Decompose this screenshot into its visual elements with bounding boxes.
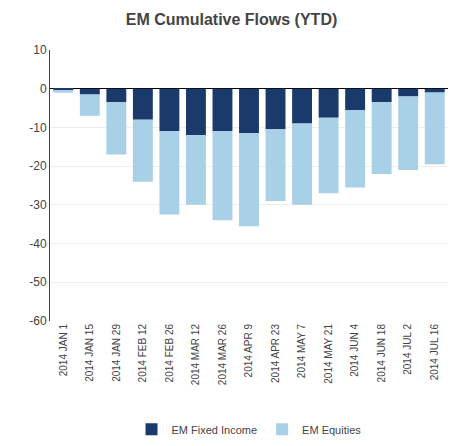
svg-text:-40: -40 [29,237,47,251]
svg-text:2014 JUL 16: 2014 JUL 16 [429,324,440,381]
svg-text:2014 JAN 1: 2014 JAN 1 [58,324,69,377]
svg-text:-50: -50 [29,275,47,289]
svg-text:2014 APR 23: 2014 APR 23 [270,324,281,383]
svg-text:EM Equities: EM Equities [302,424,361,436]
svg-text:-20: -20 [29,159,47,173]
svg-text:EM Cumulative Flows (YTD): EM Cumulative Flows (YTD) [126,11,338,28]
svg-text:2014 MAR 12: 2014 MAR 12 [190,324,201,386]
svg-text:2014 MAR 26: 2014 MAR 26 [217,324,228,386]
svg-text:2014 JAN 29: 2014 JAN 29 [111,324,122,382]
svg-text:0: 0 [40,82,47,96]
svg-text:2014 APR 9: 2014 APR 9 [243,324,254,378]
svg-text:-30: -30 [29,198,47,212]
svg-text:-60: -60 [29,314,47,328]
svg-text:2014 JAN 15: 2014 JAN 15 [84,324,95,382]
svg-text:2014 JUL 2: 2014 JUL 2 [402,324,413,375]
svg-text:-10: -10 [29,121,47,135]
svg-text:EM Fixed Income: EM Fixed Income [172,424,258,436]
svg-text:2014 MAY 21: 2014 MAY 21 [323,324,334,384]
svg-text:2014 JUN 18: 2014 JUN 18 [376,324,387,383]
svg-text:10: 10 [33,43,47,57]
svg-text:2014 JUN 4: 2014 JUN 4 [349,324,360,377]
svg-text:2014 FEB 12: 2014 FEB 12 [137,324,148,383]
svg-text:2014 MAY 7: 2014 MAY 7 [296,324,307,379]
svg-text:2014 FEB 26: 2014 FEB 26 [164,324,175,383]
